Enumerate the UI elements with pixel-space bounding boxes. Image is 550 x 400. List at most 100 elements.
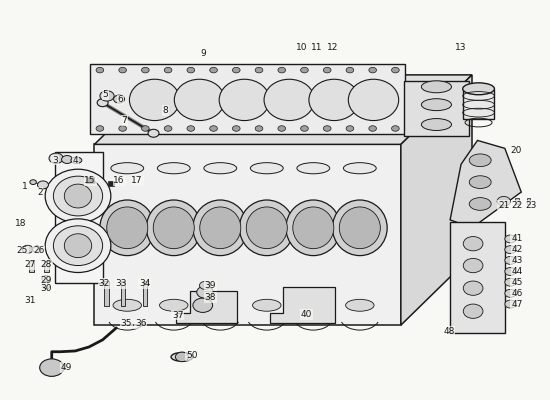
Circle shape [369,67,377,73]
Ellipse shape [53,176,103,216]
Ellipse shape [246,207,287,249]
Polygon shape [177,291,236,323]
Circle shape [187,67,195,73]
Polygon shape [95,144,401,325]
Ellipse shape [41,362,62,370]
Circle shape [197,286,213,298]
Circle shape [233,67,240,73]
Text: 8: 8 [163,106,168,115]
Text: 41: 41 [511,234,522,244]
Ellipse shape [129,79,180,120]
Ellipse shape [45,169,111,223]
Polygon shape [270,287,335,323]
Text: 11: 11 [311,42,323,52]
Text: 9: 9 [200,48,206,58]
Ellipse shape [239,200,294,256]
Text: 45: 45 [511,278,522,287]
Ellipse shape [343,163,376,174]
Bar [29,261,34,272]
Text: 22: 22 [512,201,523,210]
Text: 4: 4 [73,156,78,165]
Circle shape [32,246,41,252]
Ellipse shape [157,163,190,174]
Circle shape [164,67,172,73]
Circle shape [323,67,331,73]
Text: 44: 44 [512,267,522,276]
Ellipse shape [206,299,234,311]
Circle shape [148,129,159,137]
Text: 3: 3 [52,156,58,165]
Circle shape [392,126,399,131]
Text: 1: 1 [21,182,28,190]
Circle shape [505,256,516,264]
Circle shape [301,67,309,73]
Ellipse shape [219,79,270,120]
Ellipse shape [469,154,491,167]
Ellipse shape [299,299,328,311]
Text: 42: 42 [512,245,522,254]
Text: 46: 46 [511,289,522,298]
Circle shape [505,235,516,243]
Polygon shape [450,222,505,333]
Text: 49: 49 [60,363,72,372]
Ellipse shape [463,83,494,95]
Text: 21: 21 [498,201,509,210]
Text: eurospar·es: eurospar·es [66,199,178,217]
Circle shape [369,126,377,131]
Circle shape [392,67,399,73]
Text: 47: 47 [511,300,522,308]
Ellipse shape [252,299,281,311]
Text: 10: 10 [295,42,307,52]
Circle shape [255,67,263,73]
Text: 27: 27 [24,260,36,269]
Ellipse shape [297,163,329,174]
Text: 20: 20 [510,146,521,155]
Circle shape [187,126,195,131]
Text: 29: 29 [41,276,52,285]
Circle shape [141,126,149,131]
Circle shape [505,268,516,276]
Polygon shape [90,64,405,134]
Bar [108,181,114,186]
Ellipse shape [153,207,194,249]
Text: 36: 36 [135,320,147,328]
Text: 30: 30 [41,284,52,293]
Ellipse shape [64,234,92,258]
Ellipse shape [64,184,92,208]
Ellipse shape [469,198,491,210]
Circle shape [210,126,217,131]
Ellipse shape [193,200,248,256]
Ellipse shape [348,79,399,120]
Circle shape [505,278,516,286]
Circle shape [505,289,516,297]
Circle shape [119,67,126,73]
Circle shape [463,304,483,318]
Circle shape [37,181,48,189]
Ellipse shape [264,79,315,120]
Circle shape [255,126,263,131]
Text: 48: 48 [443,326,455,336]
Bar [120,281,125,306]
Circle shape [22,245,33,253]
Circle shape [505,246,516,254]
Ellipse shape [107,207,148,249]
Bar [527,198,530,204]
Text: 2: 2 [37,188,42,196]
Text: 17: 17 [131,176,143,186]
Ellipse shape [345,299,374,311]
Text: 35: 35 [120,320,132,328]
Polygon shape [404,81,469,136]
Circle shape [175,352,189,362]
Circle shape [97,99,108,107]
Ellipse shape [421,81,452,93]
Circle shape [49,153,63,164]
Circle shape [233,126,240,131]
Text: 43: 43 [511,256,522,265]
Circle shape [278,67,285,73]
Circle shape [210,67,217,73]
Text: 39: 39 [205,281,216,290]
Text: 38: 38 [205,293,216,302]
Circle shape [100,91,114,101]
Circle shape [278,126,285,131]
Bar [104,281,109,306]
